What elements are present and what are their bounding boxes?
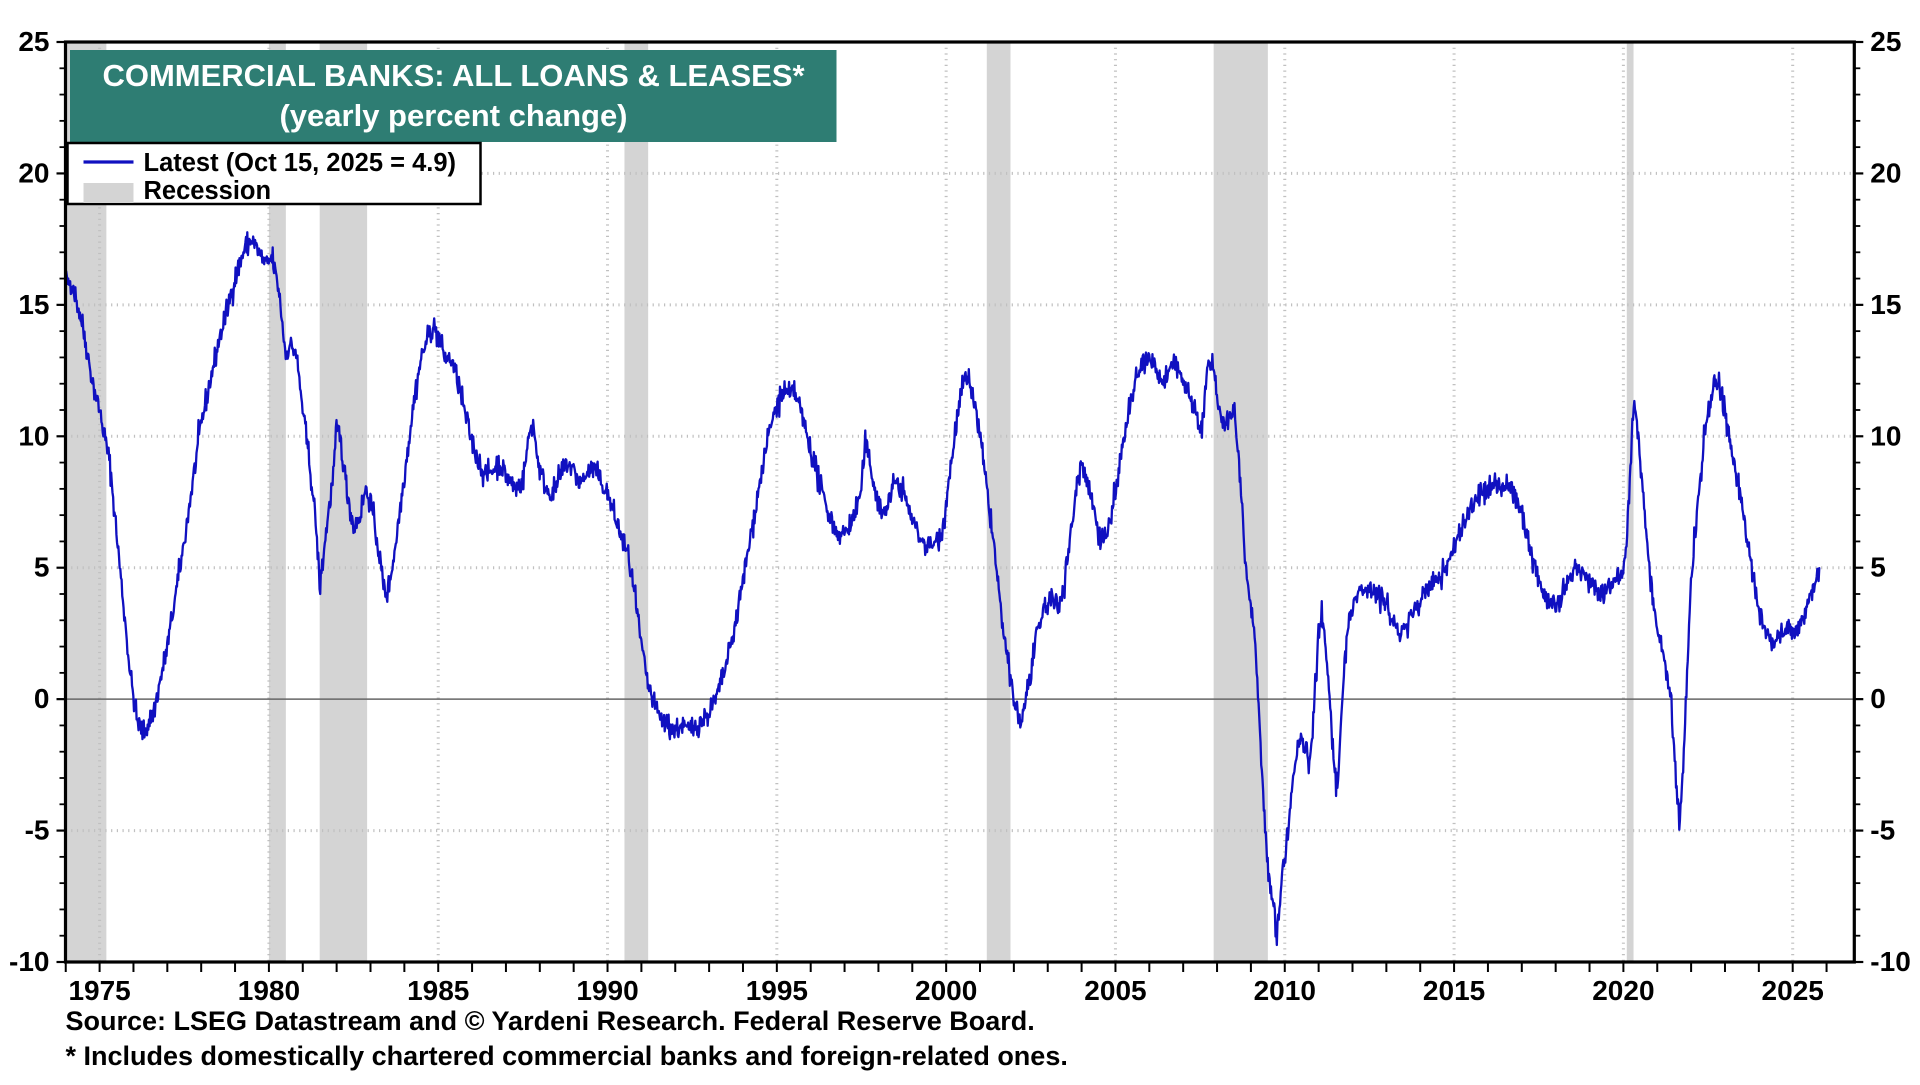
- svg-text:1980: 1980: [238, 975, 300, 1006]
- svg-text:25: 25: [1870, 26, 1901, 57]
- svg-text:15: 15: [1870, 289, 1901, 320]
- svg-text:1975: 1975: [68, 975, 130, 1006]
- svg-text:COMMERCIAL BANKS: ALL LOANS &: COMMERCIAL BANKS: ALL LOANS & LEASES*: [102, 58, 805, 93]
- svg-text:0: 0: [34, 683, 50, 714]
- svg-text:2025: 2025: [1762, 975, 1824, 1006]
- svg-text:Latest (Oct 15, 2025 = 4.9): Latest (Oct 15, 2025 = 4.9): [144, 149, 457, 177]
- svg-text:1990: 1990: [576, 975, 638, 1006]
- svg-text:2015: 2015: [1423, 975, 1485, 1006]
- svg-text:1995: 1995: [746, 975, 808, 1006]
- svg-text:2010: 2010: [1254, 975, 1316, 1006]
- svg-text:10: 10: [18, 420, 49, 451]
- svg-text:20: 20: [18, 157, 49, 188]
- svg-text:Source: LSEG Datastream and ©: Source: LSEG Datastream and © Yardeni Re…: [66, 1006, 1035, 1036]
- svg-text:2020: 2020: [1592, 975, 1654, 1006]
- svg-text:-10: -10: [9, 946, 49, 977]
- svg-text:-10: -10: [1870, 946, 1910, 977]
- svg-text:2005: 2005: [1084, 975, 1146, 1006]
- svg-text:2000: 2000: [915, 975, 977, 1006]
- svg-text:Recession: Recession: [144, 177, 272, 205]
- svg-text:5: 5: [34, 552, 50, 583]
- svg-text:0: 0: [1870, 683, 1886, 714]
- svg-text:1985: 1985: [407, 975, 469, 1006]
- svg-text:* Includes domestically charte: * Includes domestically chartered commer…: [66, 1041, 1068, 1071]
- svg-text:(yearly percent change): (yearly percent change): [279, 98, 627, 133]
- svg-text:5: 5: [1870, 552, 1886, 583]
- svg-text:25: 25: [18, 26, 49, 57]
- svg-text:10: 10: [1870, 420, 1901, 451]
- svg-text:-5: -5: [1870, 815, 1895, 846]
- svg-text:20: 20: [1870, 157, 1901, 188]
- svg-text:-5: -5: [25, 815, 50, 846]
- svg-text:15: 15: [18, 289, 49, 320]
